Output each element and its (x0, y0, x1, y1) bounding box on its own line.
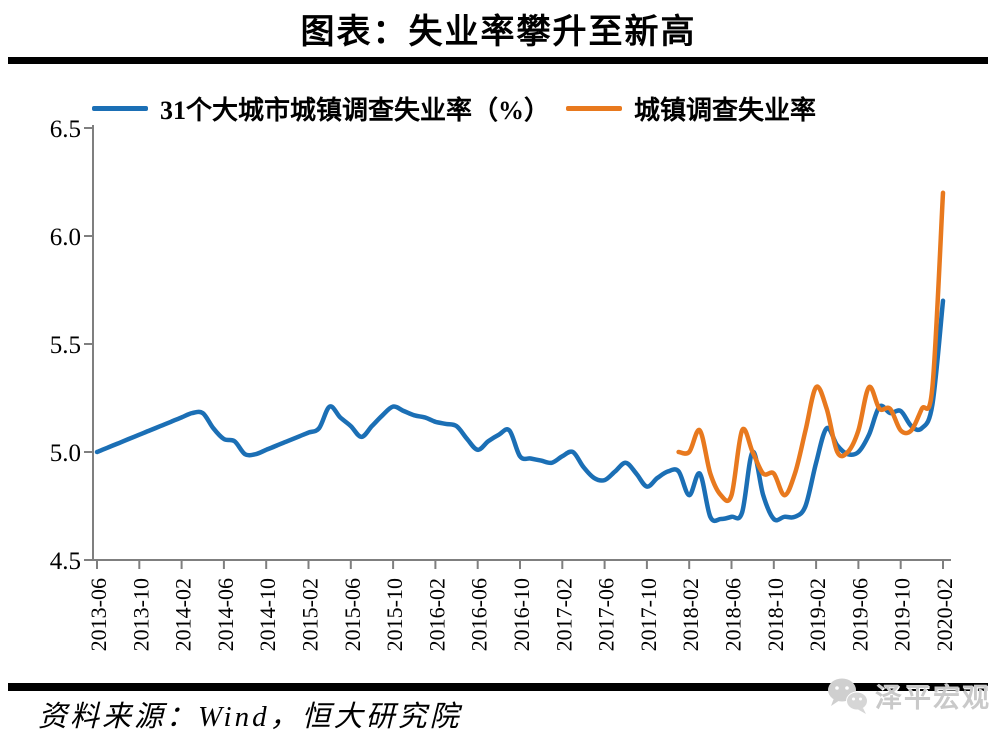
series-line-31-cities (94, 298, 946, 524)
bottom-divider (8, 683, 988, 691)
source-note: 资料来源：Wind，恒大研究院 (38, 701, 462, 733)
axis-lines (92, 125, 951, 561)
legend-label-31-cities: 31个大城市城镇调查失业率（%） (160, 96, 551, 125)
x-axis-label: 2013-06 (86, 578, 111, 651)
x-axis-label: 2015-10 (382, 578, 407, 651)
chart-title: 图表：失业率攀升至新高 (300, 14, 697, 51)
x-axis-label: 2018-02 (678, 578, 703, 651)
legend-line-blue-swatch (92, 106, 148, 111)
x-axis-label: 2019-02 (805, 578, 830, 651)
x-axis-label: 2017-10 (636, 578, 661, 651)
x-axis-label: 2019-06 (847, 578, 872, 651)
y-axis-label: 6.0 (50, 224, 81, 251)
y-axis-label: 5.0 (50, 440, 81, 467)
x-axis-label: 2018-06 (721, 578, 746, 651)
x-axis-label: 2013-10 (128, 578, 153, 651)
x-axis-label: 2014-02 (171, 578, 196, 651)
legend-line-orange-swatch (566, 106, 623, 111)
legend-item-31-cities: 31个大城市城镇调查失业率（%） (92, 90, 550, 127)
x-axis-label: 2014-10 (255, 578, 280, 651)
x-axis-label: 2020-02 (932, 578, 957, 651)
y-axis-label: 6.5 (50, 116, 81, 143)
series-line-national (676, 190, 946, 504)
legend-label-national: 城镇调查失业率 (634, 96, 817, 125)
x-axis-label: 2015-02 (298, 578, 323, 651)
x-axis-label: 2017-02 (551, 578, 576, 651)
legend-item-national: 城镇调查失业率 (566, 90, 816, 127)
y-axis-label: 5.5 (50, 332, 81, 359)
watermark: 泽平宏观 (826, 676, 991, 715)
x-axis-label: 2016-10 (509, 578, 534, 651)
x-axis-label: 2015-06 (340, 578, 365, 651)
x-axis-label: 2016-02 (424, 578, 449, 651)
x-axis-label: 2017-06 (594, 578, 619, 651)
x-axis-label: 2014-06 (213, 578, 238, 651)
x-axis-label: 2019-10 (890, 578, 915, 651)
watermark-text: 泽平宏观 (875, 683, 991, 713)
legend: 31个大城市城镇调查失业率（%） 城镇调查失业率 (92, 90, 816, 127)
top-divider (8, 57, 988, 64)
x-axis-label: 2018-10 (763, 578, 788, 651)
wechat-icon (828, 678, 868, 714)
x-axis-label: 2016-06 (467, 578, 492, 651)
y-axis-label: 4.5 (50, 548, 81, 575)
